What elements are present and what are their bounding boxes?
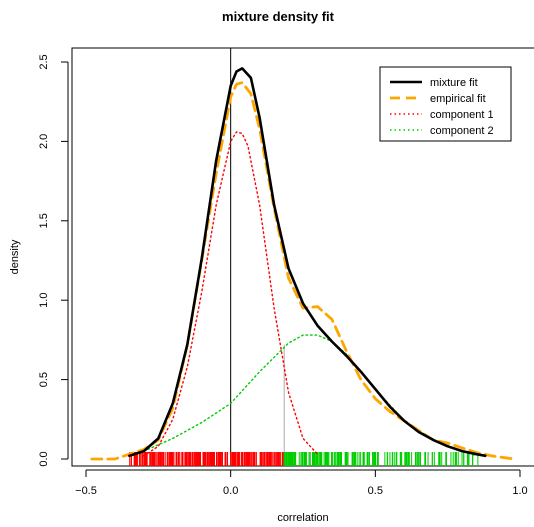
x-tick-label: −0.5 xyxy=(75,485,97,497)
legend-box xyxy=(379,66,512,142)
y-tick-label: 1.0 xyxy=(38,293,50,308)
chart-title: mixture density fit xyxy=(222,9,335,24)
series-line-component-1 xyxy=(143,131,319,457)
reference-lines xyxy=(230,48,285,466)
y-tick-label: 2.0 xyxy=(38,134,50,149)
legend-label: mixture fit xyxy=(430,77,478,89)
x-tick-label: 0.0 xyxy=(223,485,238,497)
plot-area xyxy=(71,47,534,467)
y-axis-label: density xyxy=(9,239,21,274)
x-tick-label: 1.0 xyxy=(512,485,527,497)
y-tick-label: 0.5 xyxy=(38,372,50,387)
y-tick-label: 0.0 xyxy=(38,451,50,466)
rug-plot xyxy=(129,452,479,466)
x-axis: −0.5 0.0 0.5 1.0 xyxy=(75,469,528,497)
legend-label: component 1 xyxy=(430,109,494,121)
legend-label: component 2 xyxy=(430,125,494,137)
series-lines xyxy=(90,67,516,461)
legend: mixture fit empirical fit component 1 compo… xyxy=(379,66,512,142)
x-axis-label: correlation xyxy=(277,512,328,524)
x-tick-label: 0.5 xyxy=(368,485,383,497)
y-tick-label: 2.5 xyxy=(38,54,50,69)
legend-label: empirical fit xyxy=(430,93,486,105)
y-axis: 0.0 0.5 1.0 1.5 2.0 2.5 xyxy=(38,54,69,467)
y-tick-label: 1.5 xyxy=(38,213,50,228)
series-line-mixture-fit xyxy=(128,67,487,458)
